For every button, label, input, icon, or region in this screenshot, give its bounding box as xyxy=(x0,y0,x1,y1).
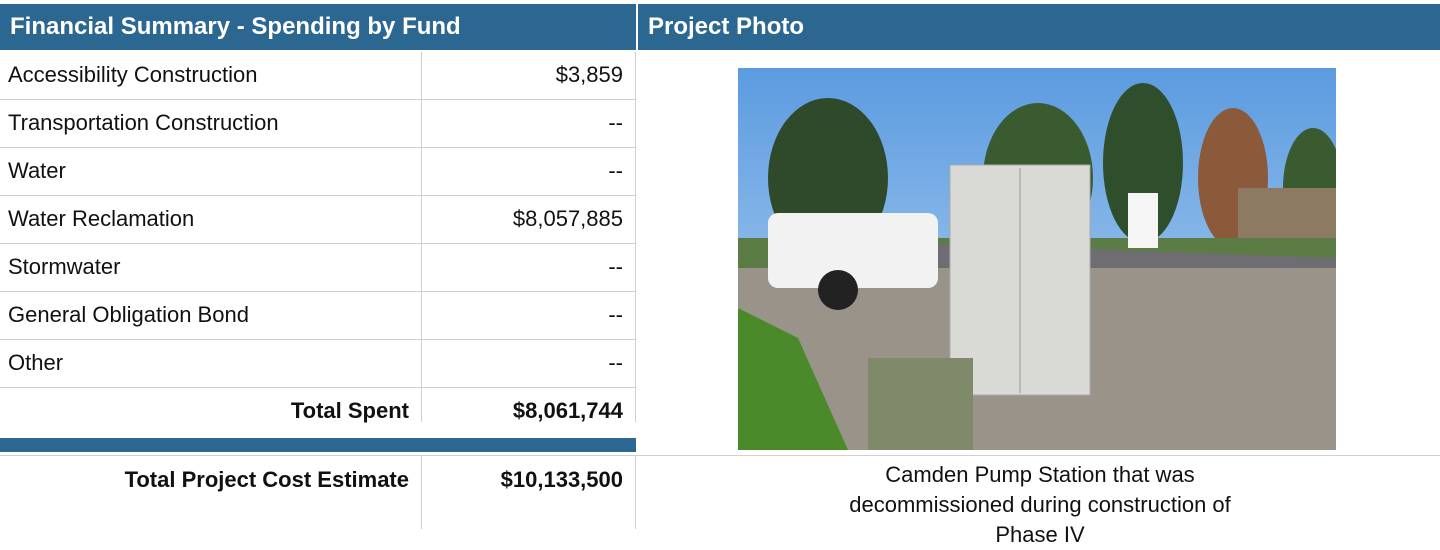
fund-value: -- xyxy=(422,148,636,196)
fund-label: General Obligation Bond xyxy=(0,292,422,340)
left-header: Financial Summary - Spending by Fund xyxy=(0,4,636,50)
fund-label: Water Reclamation xyxy=(0,196,422,244)
fund-label: Accessibility Construction xyxy=(0,52,422,100)
fund-value: $8,057,885 xyxy=(422,196,636,244)
right-header: Project Photo xyxy=(638,4,1440,50)
total-spent-label: Total Spent xyxy=(0,388,422,422)
fund-value: $3,859 xyxy=(422,52,636,100)
page: Financial Summary - Spending by Fund Pro… xyxy=(0,0,1440,529)
fund-value: -- xyxy=(422,292,636,340)
photo-caption: Camden Pump Station that was decommissio… xyxy=(640,460,1440,550)
fund-label: Transportation Construction xyxy=(0,100,422,148)
separator-bar xyxy=(0,438,636,452)
total-cost-label: Total Project Cost Estimate xyxy=(0,456,422,529)
total-spent-value: $8,061,744 xyxy=(422,388,636,422)
fund-label: Stormwater xyxy=(0,244,422,292)
rule xyxy=(0,455,1440,456)
fund-label: Other xyxy=(0,340,422,388)
fund-label: Water xyxy=(0,148,422,196)
fund-value: -- xyxy=(422,100,636,148)
fund-value: -- xyxy=(422,340,636,388)
fund-value: -- xyxy=(422,244,636,292)
total-cost-value: $10,133,500 xyxy=(422,456,636,529)
project-photo xyxy=(738,68,1336,450)
